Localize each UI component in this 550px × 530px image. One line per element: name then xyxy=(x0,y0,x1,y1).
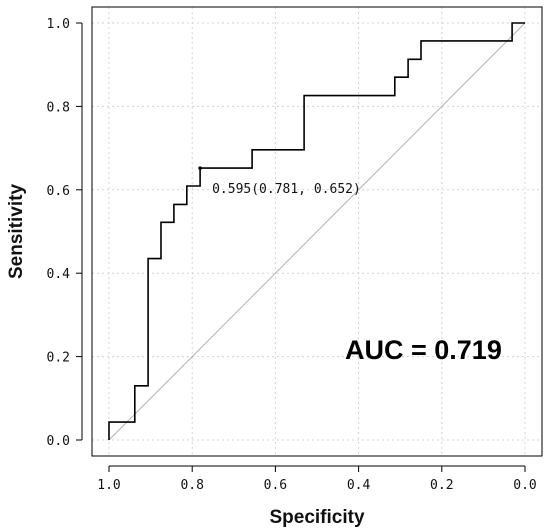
auc-label: AUC = 0.719 xyxy=(345,335,502,365)
x-tick-label-4: 0.2 xyxy=(430,478,453,493)
y-tick-label-1: 0.2 xyxy=(47,351,70,366)
x-tick-label-0: 1.0 xyxy=(97,478,120,493)
x-tick-label-1: 0.8 xyxy=(180,478,203,493)
x-axis-title: Specificity xyxy=(269,507,364,528)
plot-frame xyxy=(91,6,543,457)
reference-diagonal-line xyxy=(108,22,526,441)
y-tick-label-0: 0.0 xyxy=(47,434,70,449)
threshold-point xyxy=(198,166,202,170)
y-tick-label-3: 0.6 xyxy=(47,184,70,199)
y-axis-title: Sensitivity xyxy=(6,184,27,279)
axes: 1.0 0.8 0.6 0.4 0.2 0.0 0.0 0.2 0.4 0.6 0.8 1.0 xyxy=(47,17,537,493)
y-tick-label-2: 0.4 xyxy=(47,267,71,282)
grid-lines xyxy=(92,7,542,456)
x-tick-label-5: 0.0 xyxy=(513,478,536,493)
y-tick-label-4: 0.8 xyxy=(47,100,70,115)
y-tick-label-5: 1.0 xyxy=(47,17,70,32)
x-tick-label-3: 0.4 xyxy=(347,478,371,493)
threshold-annotation: 0.595(0.781, 0.652) xyxy=(212,182,361,197)
x-tick-label-2: 0.6 xyxy=(264,478,287,493)
